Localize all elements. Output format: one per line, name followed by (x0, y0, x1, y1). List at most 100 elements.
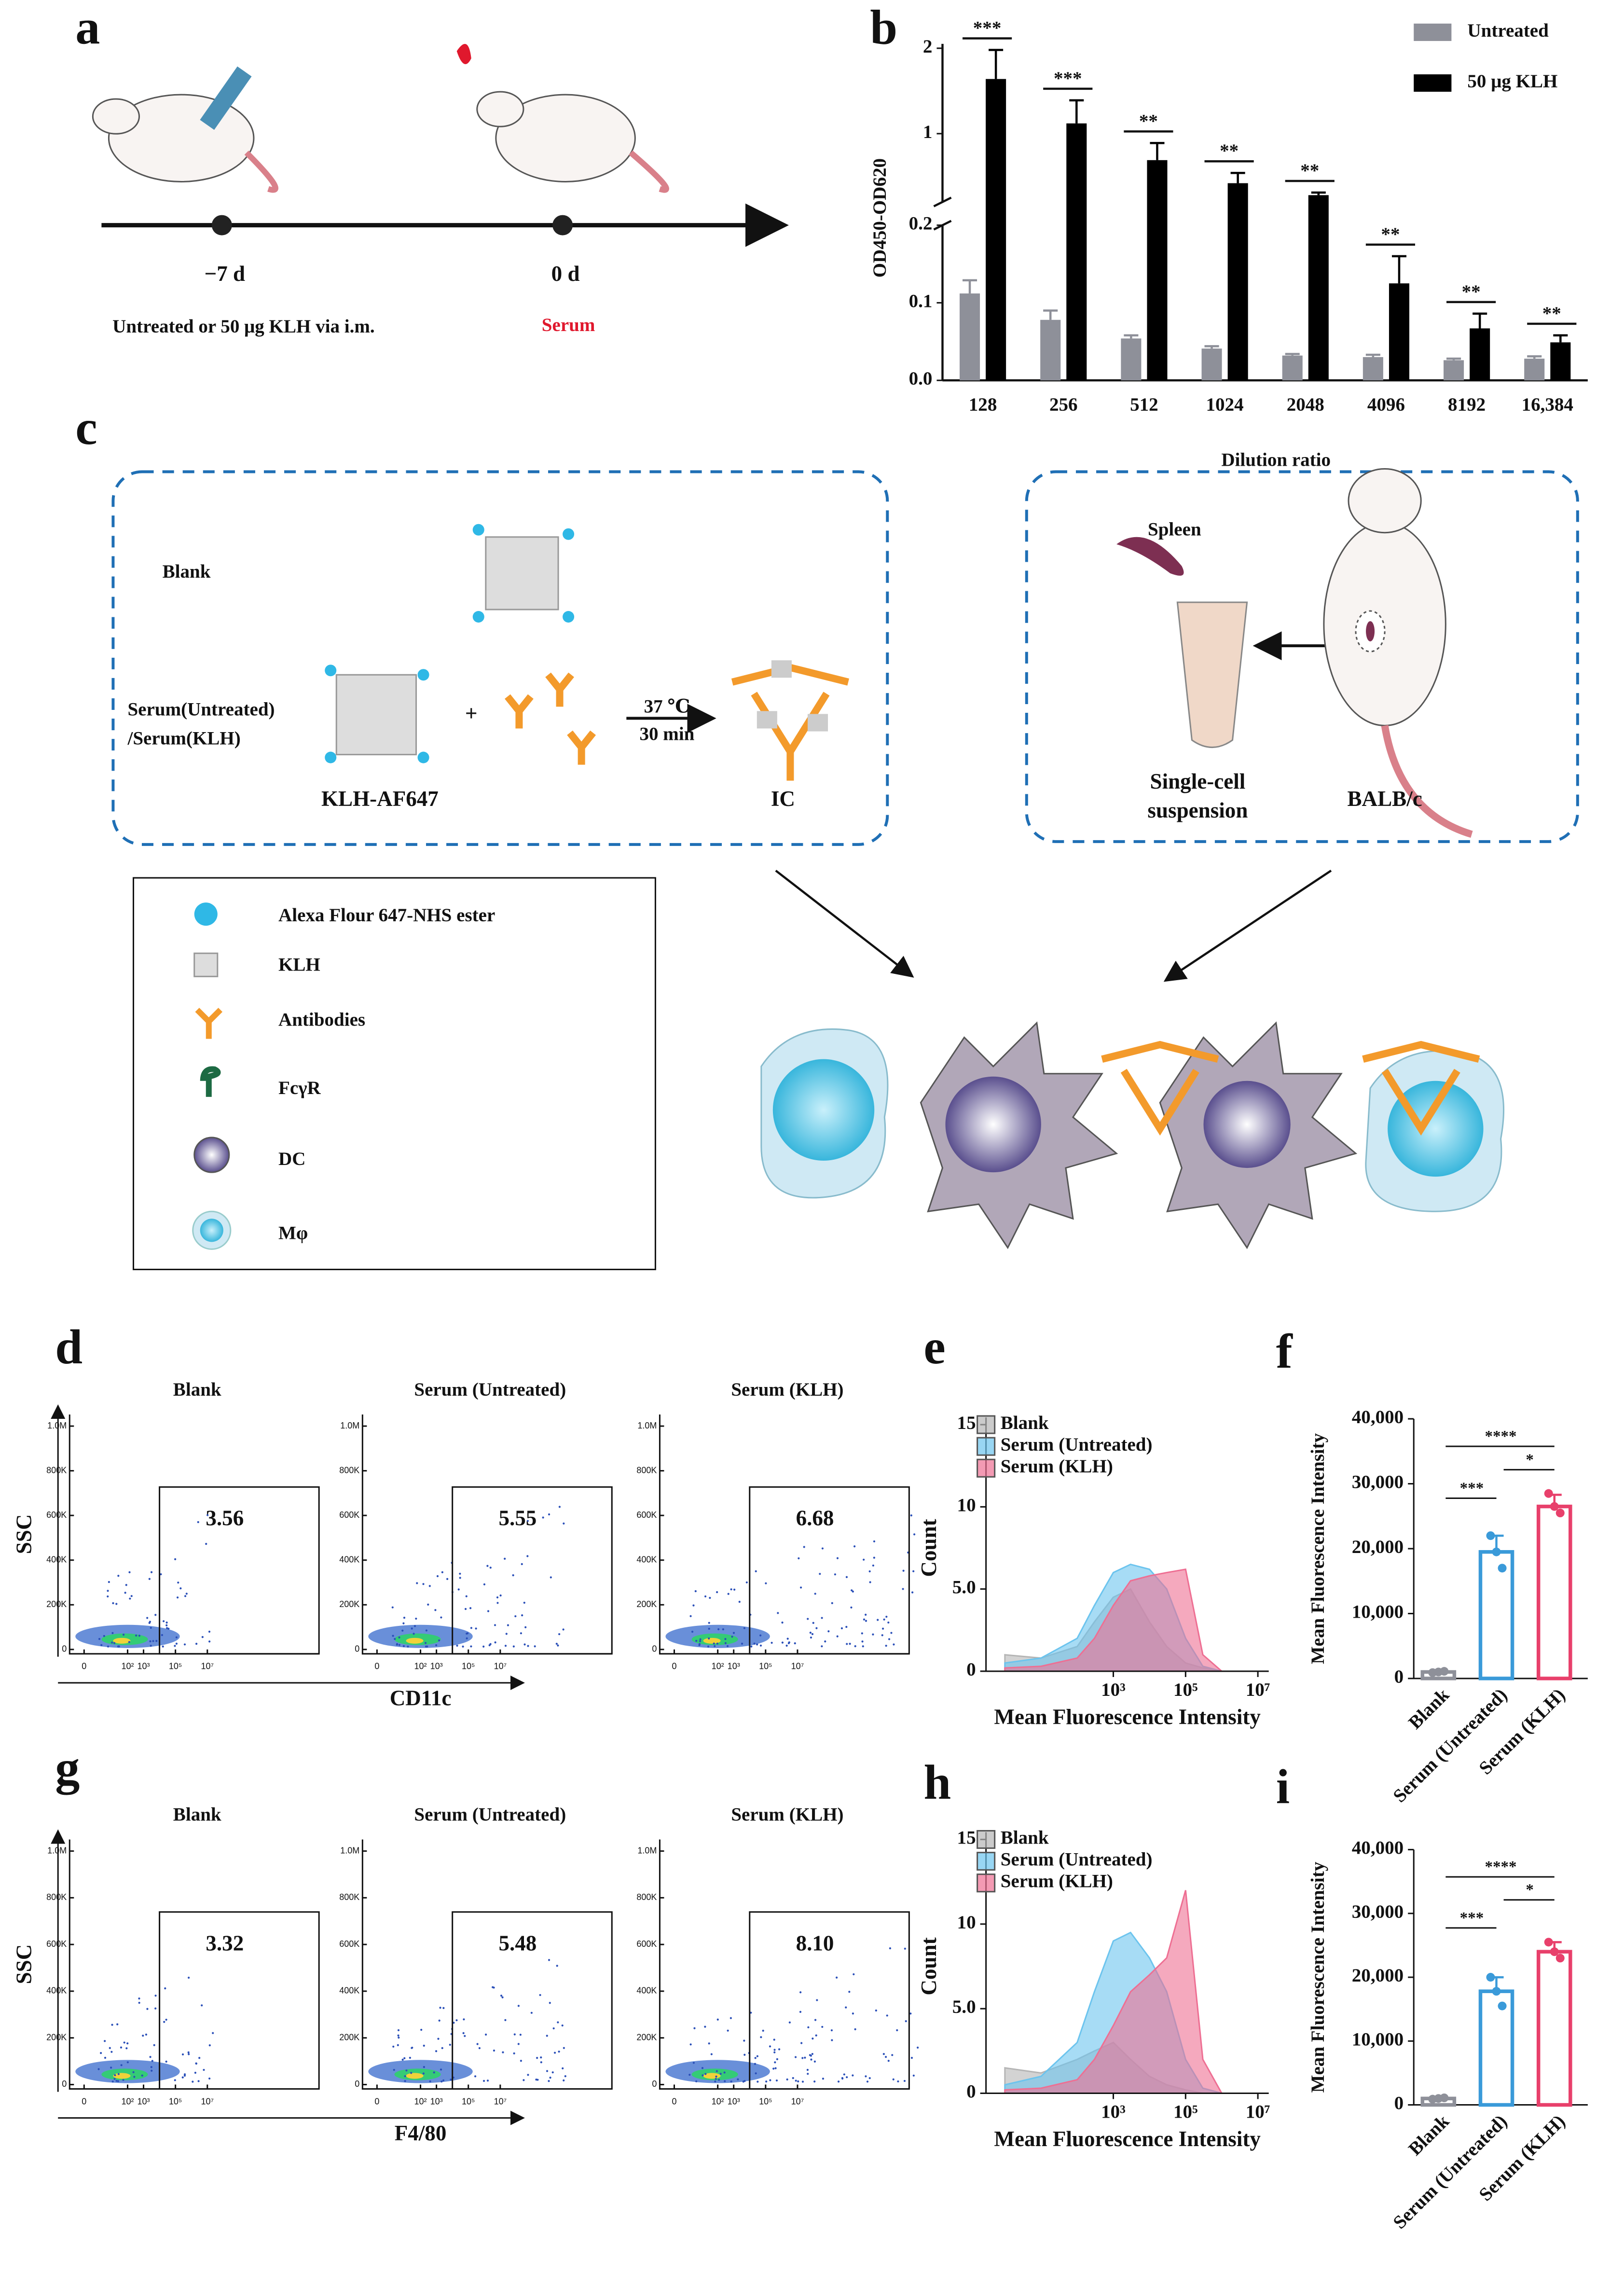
density (872, 1633, 874, 1636)
legend-swatch (977, 1458, 996, 1478)
density (398, 1636, 400, 1639)
density (910, 1514, 912, 1517)
density (836, 1557, 839, 1559)
density (138, 2001, 140, 2004)
density (710, 2053, 713, 2055)
label: BALB/c (1347, 787, 1422, 811)
density (888, 1638, 891, 1640)
density (195, 1642, 198, 1645)
density (865, 1620, 867, 1622)
density (750, 1645, 753, 1648)
density (115, 1603, 118, 1605)
density (815, 2034, 817, 2037)
density (406, 1637, 424, 1644)
density (769, 2045, 771, 2048)
density (464, 1608, 467, 1610)
y-tick-label: 800K (46, 1465, 67, 1475)
gate-value: 8.10 (796, 1931, 834, 1955)
density (762, 2029, 764, 2032)
bar (1227, 183, 1248, 381)
legend-label: Blank (1001, 1828, 1049, 1848)
density (446, 1578, 449, 1580)
density (165, 2018, 167, 2021)
legend-swatch (1414, 23, 1452, 41)
density (875, 2009, 877, 2012)
bar (1478, 1550, 1514, 1680)
legend-swatch (977, 1873, 996, 1893)
density (809, 1632, 812, 1634)
density (450, 2079, 452, 2081)
density (482, 1645, 485, 1648)
density (811, 1633, 814, 1636)
x-tick-label: 10⁷ (201, 2096, 214, 2106)
density (124, 1592, 126, 1594)
density (873, 1540, 876, 1543)
density (707, 1645, 710, 1648)
y-tick-label: 400K (46, 1986, 67, 1996)
y-tick-label: 10,000 (1352, 1601, 1404, 1622)
x-tick-label: 1024 (1206, 394, 1244, 415)
x-tick-label: 0 (672, 1662, 676, 1671)
density (733, 1588, 736, 1591)
density (438, 1639, 440, 1642)
density (146, 1617, 149, 1619)
density (536, 2057, 538, 2059)
x-axis-label: CD11c (390, 1686, 452, 1710)
density (198, 2057, 201, 2059)
density (781, 1641, 784, 1644)
density (125, 2047, 128, 2050)
gate (159, 1486, 320, 1655)
density (527, 2074, 529, 2076)
density (887, 2060, 890, 2062)
klh-particle (472, 524, 575, 623)
gate (749, 1911, 910, 2090)
dashed-box (1025, 470, 1579, 843)
density (564, 2075, 566, 2078)
density (775, 2079, 778, 2082)
error-bar (1311, 191, 1326, 195)
density (868, 2077, 871, 2080)
density (727, 1593, 729, 1595)
density (442, 2079, 445, 2082)
density (465, 1595, 468, 1597)
density (513, 2033, 516, 2036)
density (487, 1610, 490, 1612)
density (540, 2061, 542, 2064)
density (97, 2068, 100, 2070)
density (813, 2060, 816, 2063)
x-tick-label: 10³ (430, 2096, 443, 2106)
density (183, 2073, 186, 2076)
density (692, 2062, 695, 2064)
density (689, 1615, 692, 1617)
density (745, 1581, 748, 1584)
axes (361, 1414, 612, 1655)
x-tick-label: 10² (414, 1662, 427, 1671)
plot-title: Serum (Untreated) (414, 1804, 566, 1825)
y-tick-label: 40,000 (1352, 1407, 1404, 1428)
error-bar (1285, 353, 1300, 356)
mouse-balbc (1323, 468, 1473, 838)
density (165, 2060, 167, 2063)
density (831, 2039, 833, 2041)
density (111, 1641, 113, 1644)
density (478, 2047, 481, 2050)
y-tick-label: 800K (636, 1892, 657, 1902)
y-tick-label: 10 (957, 1495, 976, 1515)
density (861, 1640, 864, 1643)
density (523, 1643, 526, 1646)
axes (659, 1414, 909, 1655)
density (125, 1584, 127, 1586)
density (694, 1590, 697, 1593)
density (546, 2070, 549, 2072)
significance: * (1526, 1881, 1534, 1899)
tube (1176, 601, 1248, 749)
density (162, 1645, 164, 1648)
density (794, 2056, 797, 2058)
density (176, 1596, 179, 1599)
density (754, 2057, 757, 2059)
label: /Serum(KLH) (127, 728, 240, 749)
legend-swatch (1414, 74, 1452, 92)
legend-label: Alexa Flour 647-NHS ester (278, 905, 495, 926)
legend-swatch (977, 1415, 996, 1434)
panel-label: a (75, 0, 100, 55)
